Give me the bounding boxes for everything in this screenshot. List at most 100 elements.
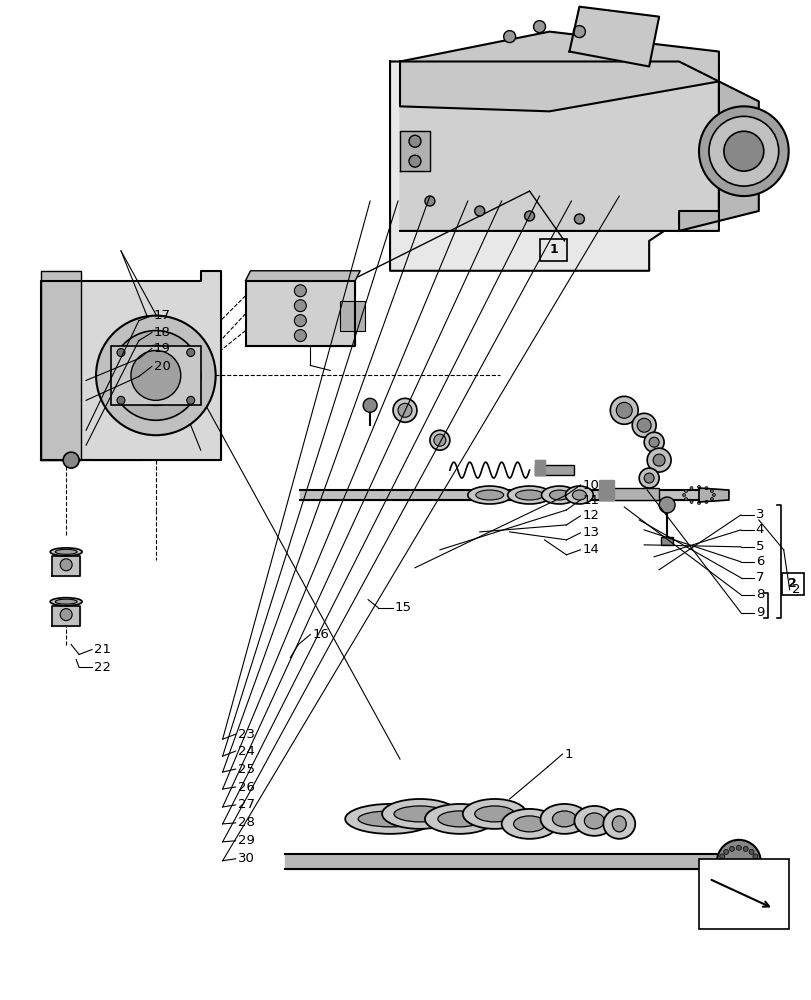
Circle shape [718, 859, 723, 864]
Text: 13: 13 [581, 526, 599, 539]
Circle shape [723, 849, 727, 854]
Circle shape [684, 498, 687, 500]
Circle shape [424, 196, 435, 206]
Text: 20: 20 [153, 360, 170, 373]
Circle shape [96, 316, 216, 435]
Ellipse shape [584, 813, 603, 829]
Polygon shape [52, 606, 80, 626]
Circle shape [723, 131, 763, 171]
Polygon shape [400, 62, 718, 231]
Circle shape [710, 490, 713, 493]
Text: 2: 2 [787, 577, 796, 590]
Circle shape [643, 473, 654, 483]
Circle shape [638, 468, 659, 488]
Polygon shape [698, 488, 728, 502]
Ellipse shape [551, 811, 576, 827]
Circle shape [409, 135, 420, 147]
Circle shape [736, 873, 740, 878]
Text: 1: 1 [564, 748, 573, 761]
Ellipse shape [507, 486, 551, 504]
Text: 4: 4 [755, 523, 763, 536]
Circle shape [646, 448, 670, 472]
Circle shape [294, 300, 306, 312]
Text: 3: 3 [755, 508, 763, 521]
Circle shape [689, 487, 692, 490]
Circle shape [474, 206, 484, 216]
Bar [340, 301, 365, 331]
Circle shape [748, 849, 753, 854]
Bar [660, 537, 672, 545]
Circle shape [728, 872, 734, 877]
Circle shape [363, 398, 376, 412]
Polygon shape [41, 271, 221, 460]
Circle shape [294, 330, 306, 342]
Text: 12: 12 [581, 509, 599, 522]
Circle shape [682, 494, 684, 497]
Polygon shape [245, 271, 360, 281]
Text: 27: 27 [238, 798, 255, 811]
Text: 8: 8 [755, 588, 763, 601]
Polygon shape [389, 62, 718, 271]
Polygon shape [52, 556, 80, 576]
Circle shape [117, 396, 125, 404]
Polygon shape [400, 131, 429, 171]
Text: 21: 21 [94, 643, 111, 656]
Ellipse shape [549, 490, 569, 500]
Ellipse shape [541, 486, 577, 504]
Circle shape [742, 872, 747, 877]
Text: 25: 25 [238, 763, 255, 776]
Circle shape [697, 486, 700, 489]
Circle shape [752, 854, 757, 859]
Bar [539, 239, 567, 261]
Circle shape [610, 396, 637, 424]
Circle shape [60, 609, 72, 621]
Ellipse shape [564, 486, 593, 504]
Ellipse shape [513, 816, 545, 832]
Ellipse shape [611, 816, 625, 832]
Polygon shape [678, 81, 757, 231]
Text: 23: 23 [238, 728, 255, 741]
Ellipse shape [55, 599, 77, 604]
Circle shape [719, 865, 724, 870]
Circle shape [573, 214, 584, 224]
Ellipse shape [50, 548, 82, 556]
Circle shape [719, 854, 724, 859]
Polygon shape [534, 460, 544, 475]
Circle shape [187, 349, 195, 356]
Circle shape [63, 452, 79, 468]
Text: 16: 16 [312, 628, 328, 641]
Ellipse shape [501, 809, 557, 839]
Circle shape [294, 285, 306, 297]
Circle shape [294, 315, 306, 327]
Circle shape [393, 398, 417, 422]
Circle shape [748, 869, 753, 874]
Circle shape [752, 865, 757, 870]
Circle shape [652, 454, 664, 466]
Text: 26: 26 [238, 781, 254, 794]
Ellipse shape [475, 490, 503, 500]
Polygon shape [599, 480, 614, 500]
Circle shape [742, 846, 747, 851]
Ellipse shape [382, 799, 457, 829]
Circle shape [409, 155, 420, 167]
Circle shape [117, 349, 125, 356]
Text: 24: 24 [238, 745, 254, 758]
Text: 19: 19 [153, 342, 170, 355]
Bar [698, 859, 787, 929]
Circle shape [187, 396, 195, 404]
Text: 18: 18 [153, 326, 170, 339]
Circle shape [736, 845, 740, 850]
Ellipse shape [393, 806, 445, 822]
Circle shape [648, 437, 659, 447]
Ellipse shape [540, 804, 588, 834]
Ellipse shape [55, 549, 77, 554]
Text: 7: 7 [755, 571, 763, 584]
Circle shape [698, 106, 787, 196]
Polygon shape [41, 271, 81, 460]
Polygon shape [300, 490, 698, 500]
Bar [111, 346, 200, 405]
Text: 29: 29 [238, 834, 254, 847]
Ellipse shape [573, 806, 614, 836]
Circle shape [111, 331, 200, 420]
Circle shape [684, 490, 687, 493]
